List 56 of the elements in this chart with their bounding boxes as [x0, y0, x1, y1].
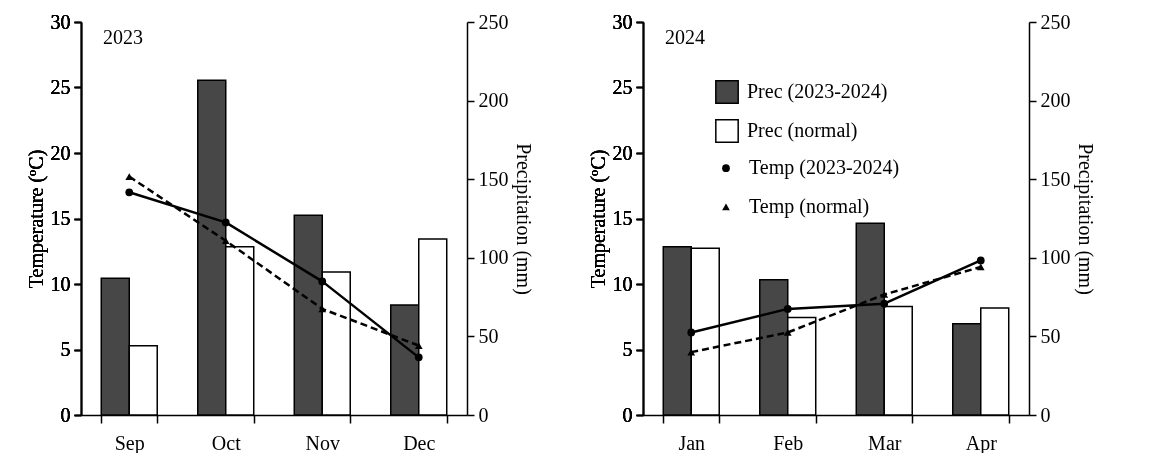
- y-tick-label: 10: [612, 272, 633, 295]
- x-tick-label: Dec: [403, 431, 436, 454]
- y2-tick-label: 100: [1040, 246, 1071, 269]
- y2-tick-label: 50: [478, 324, 499, 347]
- y-tick-label: 30: [612, 10, 633, 33]
- point: [125, 188, 134, 197]
- y-tick-label: 0: [622, 403, 633, 426]
- point: [221, 237, 230, 245]
- y2-tick-label: 250: [1040, 10, 1071, 33]
- y-tick-label: 20: [612, 141, 633, 164]
- x-tick-label: Apr: [965, 431, 998, 455]
- legend-label: Prec (normal): [747, 119, 858, 142]
- x-tick-label: Nov: [305, 431, 340, 454]
- point: [318, 277, 327, 286]
- y-tick-label: 15: [612, 207, 633, 229]
- y-tick-label: 15: [50, 207, 71, 229]
- annotation: 2023: [103, 26, 143, 48]
- y-axis-title: Temperature (ºC): [24, 149, 48, 289]
- point: [880, 291, 889, 298]
- x-tick-label: Oct: [211, 431, 242, 454]
- x-tick-label: Sep: [114, 431, 145, 455]
- point: [880, 299, 889, 308]
- y2-tick-label: 50: [1040, 324, 1061, 347]
- y2-tick-label: 250: [478, 10, 509, 33]
- y2-tick-label: 200: [478, 89, 509, 112]
- point: [687, 328, 696, 337]
- legend-label: Prec (2023-2024): [747, 80, 888, 103]
- x-tick-label: Mar: [868, 431, 902, 454]
- y-tick-label: 5: [622, 338, 633, 360]
- x-tick-label: Jan: [678, 431, 706, 454]
- y2-tick-label: 200: [1040, 89, 1071, 112]
- annotation: 2024: [665, 26, 705, 48]
- y2-tick-label: 0: [1040, 403, 1051, 426]
- point: [414, 342, 423, 349]
- y-tick-label: 0: [60, 403, 71, 426]
- y-tick-label: 5: [60, 338, 71, 360]
- y2-axis-title: Precipitation (mm): [511, 143, 535, 295]
- y-tick-label: 30: [50, 10, 71, 33]
- point: [783, 329, 792, 336]
- legend-label: Temp (2023-2024): [749, 156, 900, 180]
- y2-tick-label: 150: [478, 167, 509, 190]
- y2-axis-title: Precipitation (mm): [1073, 143, 1097, 295]
- y-tick-label: 10: [50, 272, 71, 295]
- x-tick-label: Feb: [773, 431, 804, 454]
- point: [783, 305, 792, 313]
- y2-tick-label: 0: [478, 403, 489, 426]
- y-tick-label: 20: [50, 141, 71, 164]
- point: [221, 218, 230, 227]
- y-tick-label: 25: [50, 76, 71, 98]
- y-tick-label: 25: [612, 76, 633, 98]
- y-axis-title: Temperature (ºC): [586, 149, 610, 289]
- legend-label: Temp (normal): [749, 194, 870, 218]
- point: [976, 256, 985, 265]
- point: [414, 353, 423, 362]
- y2-tick-label: 100: [478, 246, 509, 269]
- y2-tick-label: 150: [1040, 167, 1071, 190]
